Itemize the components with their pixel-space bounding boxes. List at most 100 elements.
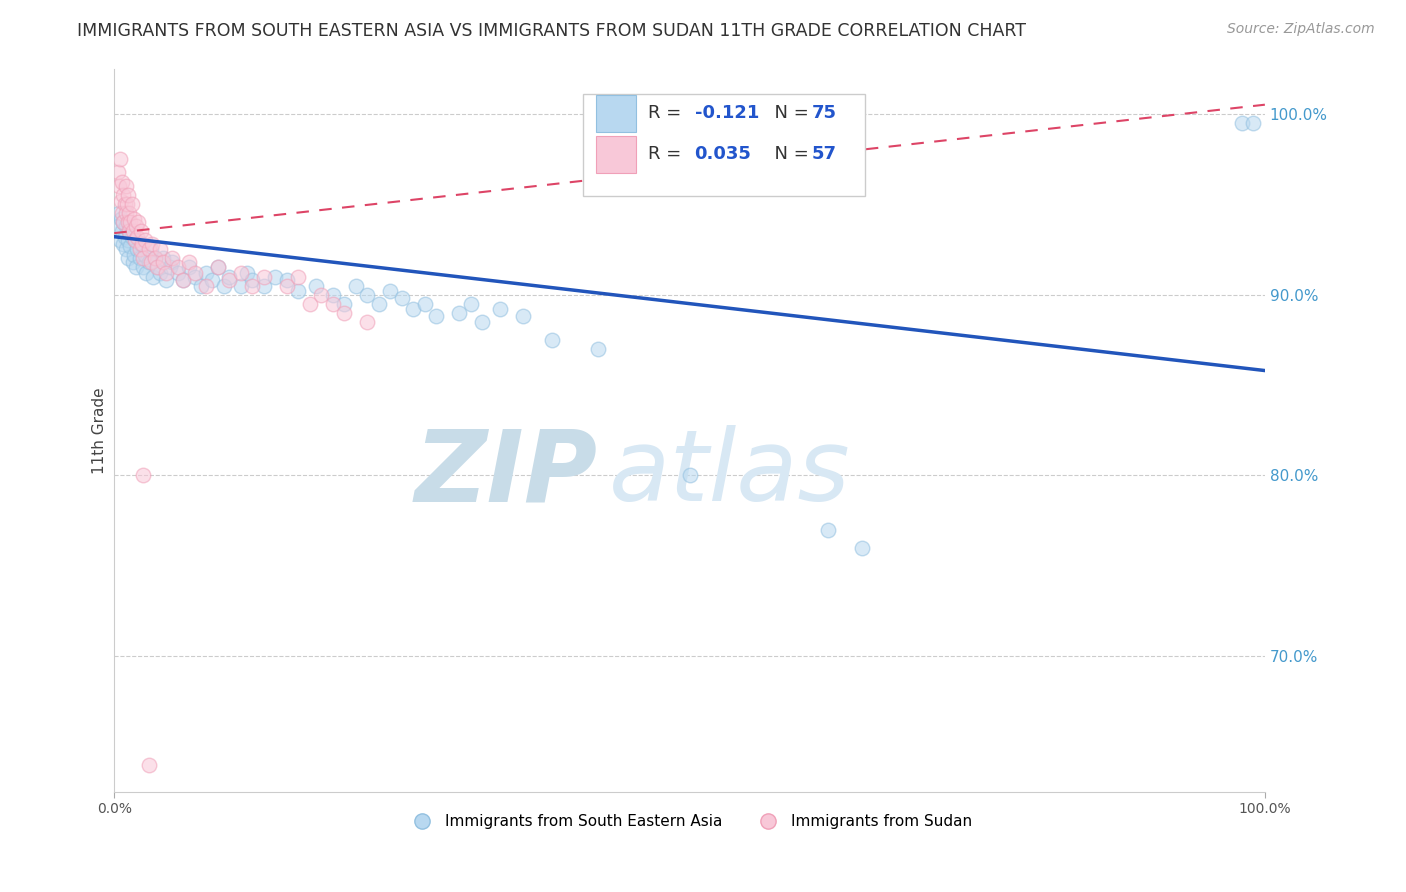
- Point: [471, 315, 494, 329]
- Point: [117, 215, 139, 229]
- Text: atlas: atlas: [609, 425, 851, 522]
- Point: [129, 224, 152, 238]
- Point: [132, 468, 155, 483]
- Point: [1241, 116, 1264, 130]
- Point: [460, 296, 482, 310]
- Y-axis label: 11th Grade: 11th Grade: [93, 387, 107, 474]
- Point: [128, 243, 150, 257]
- Point: [128, 252, 150, 266]
- Text: 0.035: 0.035: [695, 145, 751, 163]
- Point: [449, 306, 471, 320]
- Point: [125, 219, 148, 233]
- Point: [138, 255, 160, 269]
- Point: [159, 260, 181, 275]
- Point: [127, 243, 149, 257]
- Point: [172, 273, 194, 287]
- Point: [134, 233, 156, 247]
- Point: [120, 215, 142, 229]
- Point: [229, 266, 252, 280]
- Point: [118, 224, 141, 238]
- Text: 75: 75: [811, 104, 837, 122]
- Point: [253, 269, 276, 284]
- Point: [333, 306, 356, 320]
- Point: [124, 233, 146, 247]
- Point: [127, 229, 149, 244]
- Point: [177, 255, 200, 269]
- Point: [195, 266, 218, 280]
- Point: [146, 260, 169, 275]
- Point: [121, 197, 143, 211]
- Point: [117, 233, 139, 247]
- Point: [166, 266, 188, 280]
- Point: [240, 278, 263, 293]
- Point: [111, 176, 134, 190]
- Point: [207, 260, 229, 275]
- Point: [253, 278, 276, 293]
- Point: [139, 255, 162, 269]
- Point: [120, 239, 142, 253]
- Point: [817, 523, 839, 537]
- Point: [108, 233, 131, 247]
- Point: [298, 296, 321, 310]
- Point: [111, 206, 134, 220]
- Point: [121, 255, 143, 269]
- Point: [139, 243, 162, 257]
- Point: [110, 194, 132, 208]
- Point: [108, 152, 131, 166]
- Point: [160, 252, 183, 266]
- Point: [107, 164, 129, 178]
- Point: [122, 248, 145, 262]
- Point: [114, 243, 136, 257]
- Point: [160, 255, 183, 269]
- Point: [127, 215, 149, 229]
- Point: [138, 757, 160, 772]
- Point: [114, 197, 136, 211]
- Text: 57: 57: [811, 145, 837, 163]
- Point: [117, 252, 139, 266]
- Point: [111, 224, 134, 238]
- Point: [304, 278, 326, 293]
- Point: [218, 273, 240, 287]
- Text: R =: R =: [648, 145, 688, 163]
- Point: [114, 229, 136, 244]
- Point: [166, 260, 188, 275]
- Point: [142, 269, 165, 284]
- Point: [380, 284, 402, 298]
- Point: [152, 252, 174, 266]
- Point: [276, 273, 298, 287]
- Point: [344, 278, 367, 293]
- Point: [118, 224, 141, 238]
- Point: [131, 236, 153, 251]
- Text: -0.121: -0.121: [695, 104, 759, 122]
- Point: [129, 236, 152, 251]
- Point: [240, 273, 263, 287]
- Point: [107, 219, 129, 233]
- Point: [1230, 116, 1253, 130]
- Text: Source: ZipAtlas.com: Source: ZipAtlas.com: [1227, 22, 1375, 37]
- Point: [135, 266, 157, 280]
- Text: R =: R =: [648, 104, 688, 122]
- Point: [264, 269, 287, 284]
- Point: [229, 278, 252, 293]
- Point: [114, 219, 136, 233]
- Point: [540, 333, 562, 347]
- Point: [115, 197, 138, 211]
- Point: [207, 260, 229, 275]
- Point: [311, 287, 333, 301]
- Point: [177, 260, 200, 275]
- Point: [425, 310, 447, 324]
- Point: [112, 188, 135, 202]
- Point: [125, 260, 148, 275]
- Point: [287, 284, 309, 298]
- Point: [108, 179, 131, 194]
- Point: [235, 266, 257, 280]
- Point: [146, 260, 169, 275]
- Point: [114, 206, 136, 220]
- Point: [112, 215, 135, 229]
- Point: [488, 301, 510, 316]
- Point: [152, 255, 174, 269]
- Point: [276, 278, 298, 293]
- Point: [172, 273, 194, 287]
- Point: [218, 269, 240, 284]
- Point: [149, 243, 172, 257]
